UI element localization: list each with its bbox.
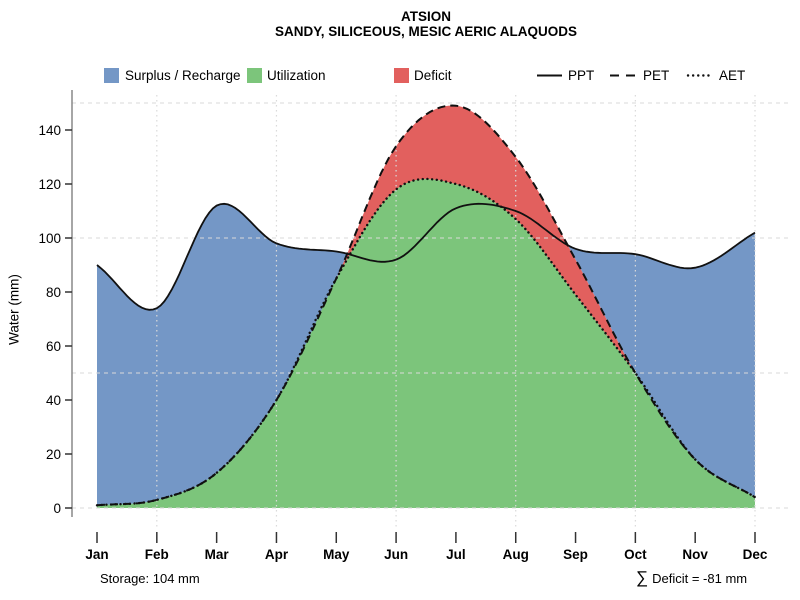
legend-label-pet: PET xyxy=(643,68,670,83)
utilization-area xyxy=(97,178,755,508)
x-tick-label: Jan xyxy=(85,547,108,562)
x-tick-label: Apr xyxy=(265,547,289,562)
x-tick-label: Aug xyxy=(503,547,529,562)
legend-swatch-deficit xyxy=(394,68,409,83)
legend-swatch-utilization xyxy=(247,68,262,83)
y-tick-label: 140 xyxy=(38,123,61,138)
surplus-area xyxy=(97,203,755,506)
storage-annotation: Storage: 104 mm xyxy=(100,571,200,586)
y-tick-label: 0 xyxy=(53,501,61,516)
ppt-line xyxy=(96,202,756,311)
page-subtitle: SANDY, SILICEOUS, MESIC AERIC ALAQUODS xyxy=(274,24,578,39)
pet-line xyxy=(96,104,756,507)
x-tick-label: Feb xyxy=(145,547,169,562)
x-tick-label: Jul xyxy=(446,547,466,562)
deficit-area xyxy=(336,105,636,373)
x-tick-label: May xyxy=(323,547,350,562)
y-tick-label: 20 xyxy=(46,447,61,462)
legend-swatch-surplus xyxy=(104,68,119,83)
y-tick-label: 80 xyxy=(46,285,61,300)
x-tick-label: Dec xyxy=(743,547,768,562)
legend-label-deficit: Deficit xyxy=(414,68,452,83)
deficit-sum-annotation: ∑ Deficit = -81 mm xyxy=(636,568,747,588)
aet-line xyxy=(95,177,757,507)
y-tick-label: 60 xyxy=(46,339,61,354)
y-tick-label: 120 xyxy=(38,177,61,192)
x-tick-label: Mar xyxy=(205,547,230,562)
x-tick-label: Nov xyxy=(682,547,708,562)
legend-label-ppt: PPT xyxy=(568,68,595,83)
legend-label-aet: AET xyxy=(719,68,746,83)
deficit-sum-text: Deficit = -81 mm xyxy=(652,571,748,586)
legend-label-surplus: Surplus / Recharge xyxy=(125,68,241,83)
sigma-symbol: ∑ xyxy=(636,568,649,587)
legend-label-utilization: Utilization xyxy=(267,68,326,83)
page-title: ATSION xyxy=(401,9,451,24)
x-tick-label: Sep xyxy=(563,547,588,562)
x-tick-label: Oct xyxy=(624,547,647,562)
y-tick-label: 100 xyxy=(38,231,61,246)
y-tick-label: 40 xyxy=(46,393,61,408)
x-tick-label: Jun xyxy=(384,547,408,562)
